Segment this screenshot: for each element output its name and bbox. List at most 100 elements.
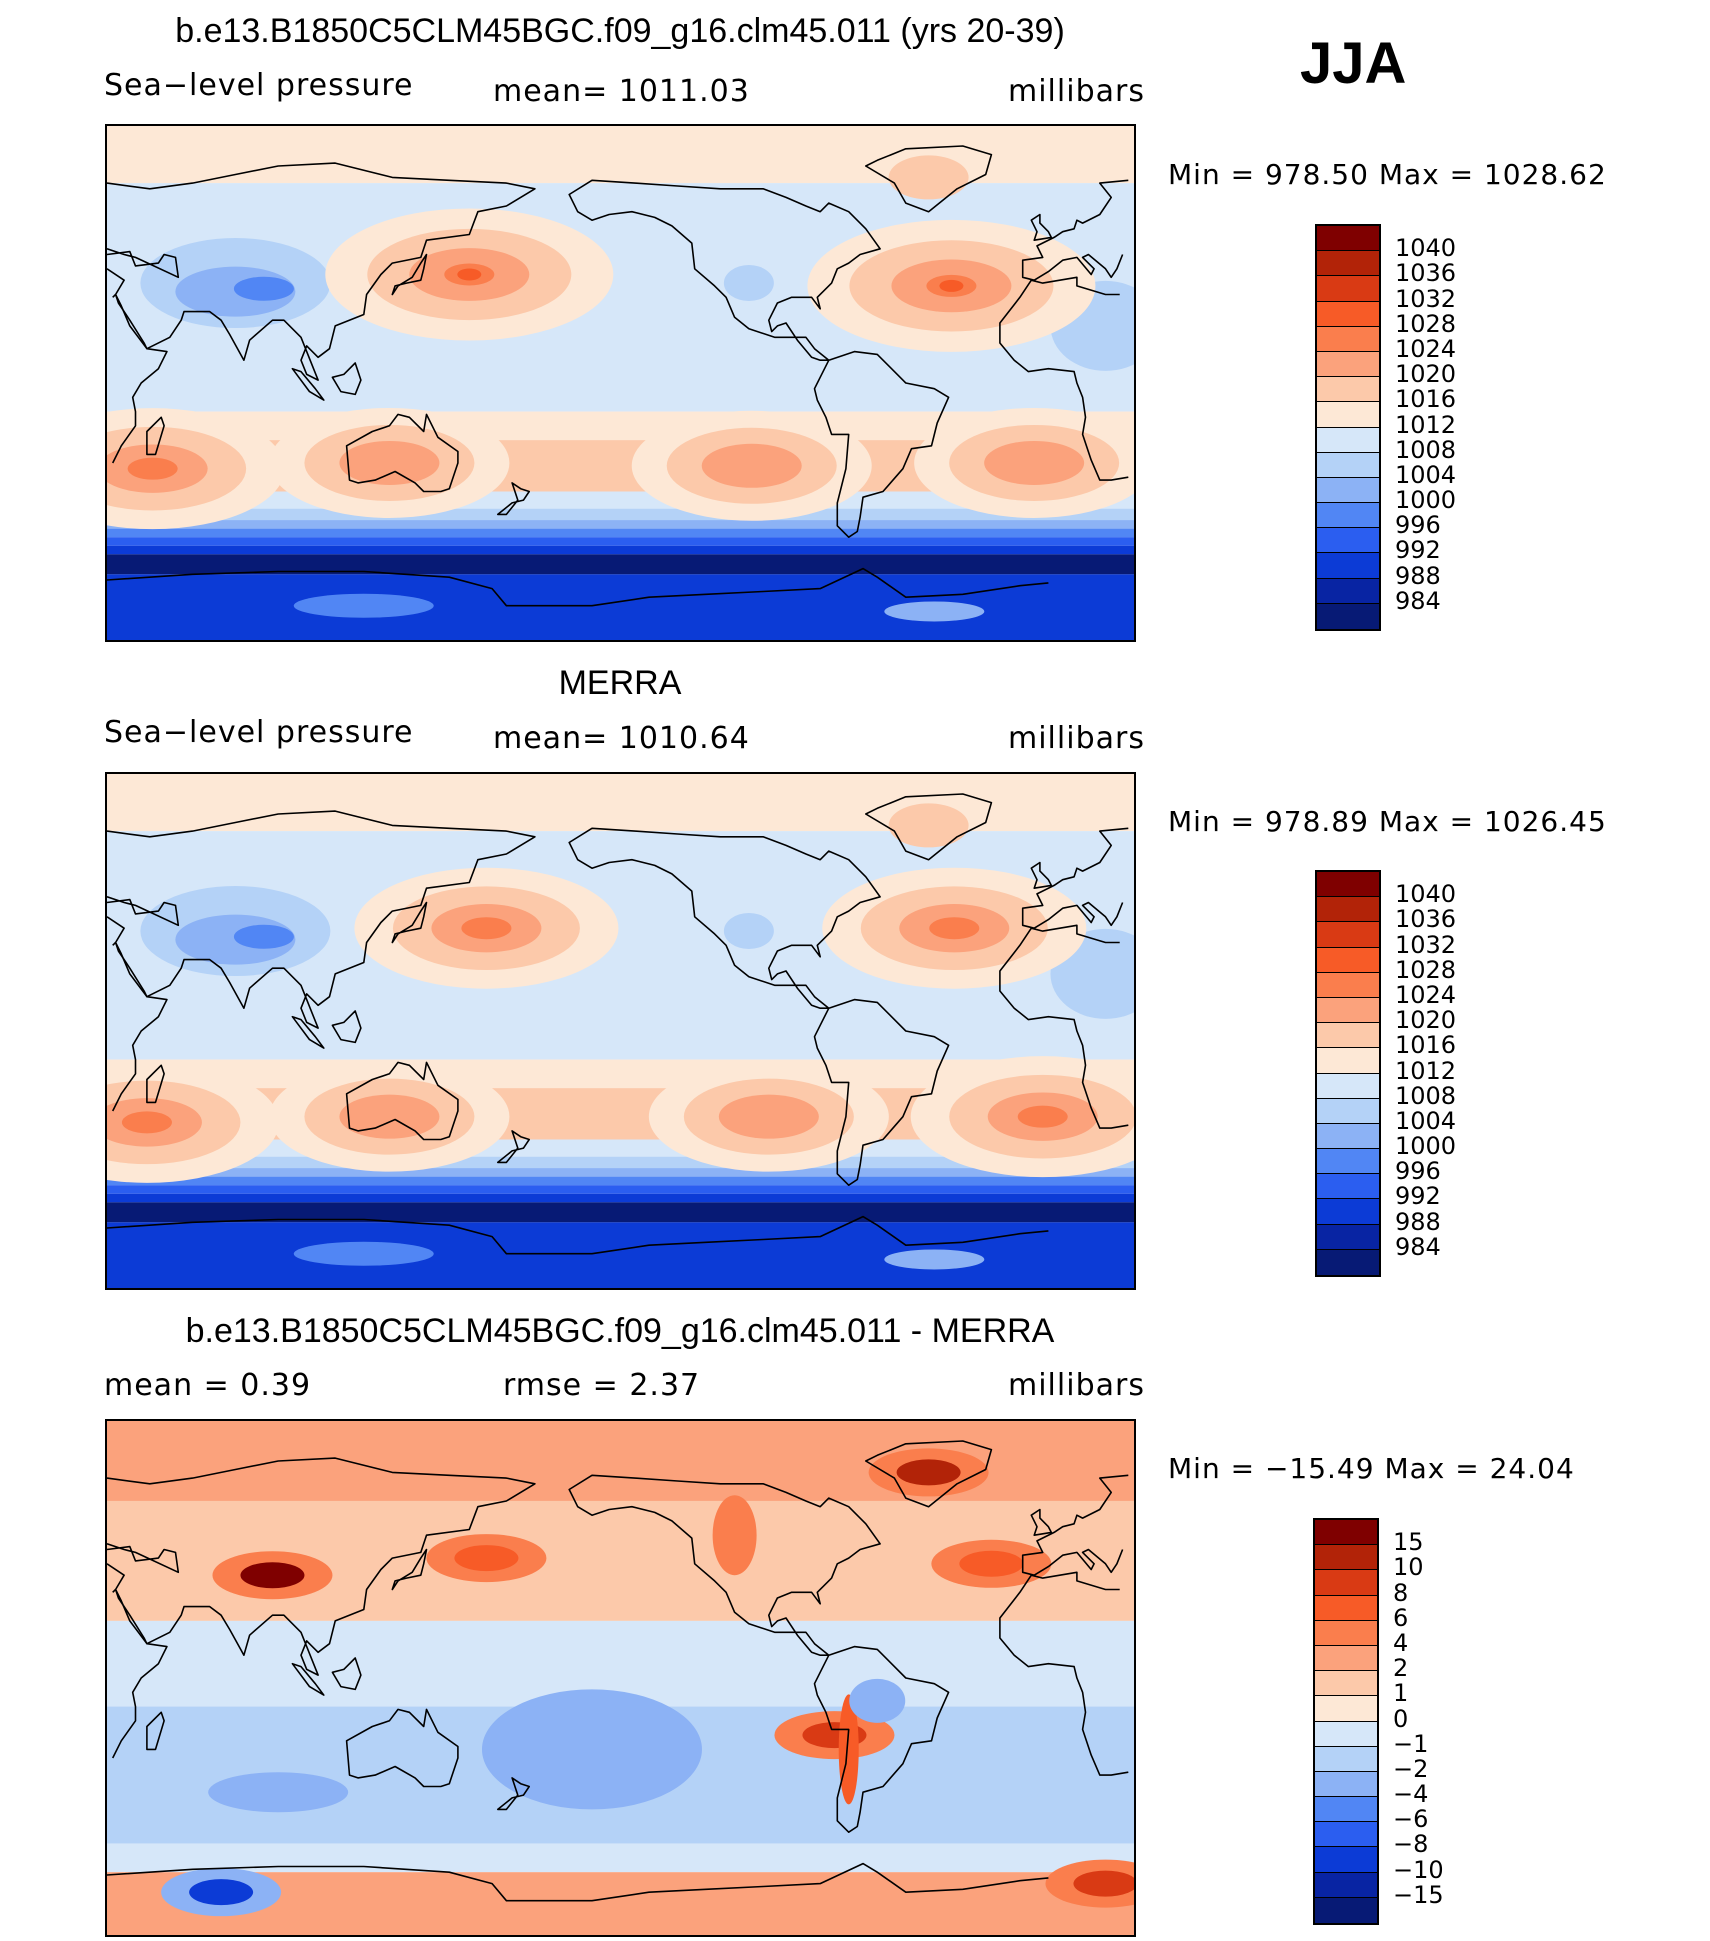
colorbar-label: 1020: [1395, 360, 1457, 389]
coastline: [146, 1711, 165, 1751]
diff-feature: [959, 1550, 1024, 1577]
high-inner: [701, 443, 802, 488]
diff-amazon: [849, 1678, 906, 1723]
colorbar-swatch: [1317, 528, 1379, 554]
panel-2-mean: mean= 1010.64: [493, 721, 750, 756]
colorbar-swatch: [1317, 1098, 1379, 1124]
antarctic-plateau: [293, 1241, 434, 1266]
colorbar-label: 1032: [1395, 930, 1457, 959]
colorbar-label: −6: [1393, 1805, 1429, 1834]
colorbar-swatch: [1317, 251, 1379, 277]
colorbar-swatch: [1317, 276, 1379, 302]
colorbar-label: 1024: [1395, 980, 1457, 1009]
coastline: [1030, 213, 1053, 241]
colorbar-label: 1: [1393, 1679, 1409, 1708]
antarctic-plateau: [293, 593, 434, 618]
colorbar-label: −2: [1393, 1754, 1429, 1783]
panel-3-units: millibars: [1008, 1368, 1145, 1403]
band-48: [107, 508, 1134, 521]
panel-3-mean: mean = 0.39: [104, 1368, 312, 1403]
colorbar-swatch: [1317, 997, 1379, 1024]
colorbar-swatch: [1315, 1746, 1377, 1772]
colorbar-swatch: [1317, 427, 1379, 453]
coastline: [1021, 179, 1129, 281]
colorbar-swatch: [1317, 947, 1379, 973]
season-label: JJA: [1300, 31, 1407, 96]
coastline: [107, 1543, 180, 1574]
high-center: [939, 279, 964, 292]
panel-2-minmax: Min = 978.89 Max = 1026.45: [1168, 805, 1607, 838]
colorbar-swatch: [1317, 1249, 1379, 1275]
coastline: [291, 367, 325, 401]
colorbar-swatch: [1317, 301, 1379, 327]
high-core: [127, 457, 178, 480]
colorbar-label: 988: [1395, 1207, 1441, 1236]
panel-2-units: millibars: [1008, 721, 1145, 756]
coastline: [107, 896, 180, 927]
colorbar-label: 1008: [1395, 435, 1457, 464]
colorbar-label: 1012: [1395, 1056, 1457, 1085]
coastline: [107, 810, 536, 1029]
coastline: [345, 413, 459, 493]
coastline: [865, 1440, 993, 1508]
diff-trough: [107, 1843, 1134, 1873]
colorbar-label: 1024: [1395, 334, 1457, 363]
diff-sp-negative: [481, 1689, 702, 1810]
colorbar-swatch: [1317, 326, 1379, 352]
colorbar-label: 1028: [1395, 955, 1457, 984]
coastline: [391, 1548, 428, 1591]
colorbar-label: 0: [1393, 1704, 1409, 1733]
panel-1-minmax: Min = 978.50 Max = 1028.62: [1168, 158, 1607, 191]
antarctic-plateau-2: [884, 601, 985, 622]
panel-3-title: b.e13.B1850C5CLM45BGC.f09_g16.clm45.011 …: [185, 1312, 1055, 1350]
colorbar-swatch: [1315, 1771, 1377, 1798]
colorbar-swatch: [1317, 872, 1379, 898]
coastline: [146, 1064, 165, 1104]
high-core: [929, 917, 980, 940]
diff-nh-high: [107, 1500, 1134, 1550]
colorbar-label: 10: [1393, 1553, 1424, 1582]
diff-feature: [189, 1879, 254, 1906]
coastline: [1021, 827, 1129, 929]
coastline: [111, 294, 168, 464]
coastline: [391, 253, 428, 296]
panel-1-colorbar: [1315, 224, 1381, 631]
colorbar-label: 1040: [1395, 880, 1457, 909]
coastline: [1030, 861, 1053, 889]
colorbar-swatch: [1317, 351, 1379, 378]
colorbar-label: 1028: [1395, 309, 1457, 338]
coastline: [111, 942, 168, 1112]
coastline: [291, 1015, 325, 1049]
na-thermal-low: [723, 913, 774, 950]
colorbar-swatch: [1315, 1721, 1377, 1747]
band-trough: [107, 554, 1134, 575]
panel-1-units: millibars: [1008, 74, 1145, 109]
colorbar-swatch: [1317, 377, 1379, 403]
band-54: [107, 528, 1134, 538]
colorbar-swatch: [1317, 226, 1379, 252]
panel-1-title: b.e13.B1850C5CLM45BGC.f09_g16.clm45.011 …: [175, 12, 1065, 50]
band-48: [107, 1156, 1134, 1169]
panel-3-rmse: rmse = 2.37: [503, 1368, 701, 1403]
high-inner: [339, 440, 440, 485]
colorbar-label: 996: [1395, 1157, 1441, 1186]
colorbar-swatch: [1317, 1224, 1379, 1250]
colorbar-label: 6: [1393, 1603, 1409, 1632]
colorbar-swatch: [1315, 1822, 1377, 1848]
colorbar-label: 1036: [1395, 905, 1457, 934]
greenland-high: [888, 803, 969, 848]
colorbar-label: 988: [1395, 561, 1441, 590]
panel-1-mean: mean= 1011.03: [493, 74, 750, 109]
diff-feature: [240, 1562, 305, 1589]
colorbar-label: 992: [1395, 536, 1441, 565]
colorbar-swatch: [1317, 603, 1379, 629]
coastline: [391, 901, 428, 944]
coastline: [107, 1457, 536, 1676]
diff-feature: [454, 1545, 519, 1572]
band-antarctica: [107, 1222, 1134, 1288]
coastline: [107, 162, 536, 381]
colorbar-label: −4: [1393, 1780, 1429, 1809]
coastline: [107, 1215, 1049, 1255]
diff-andes: [838, 1694, 859, 1805]
colorbar-label: 1008: [1395, 1081, 1457, 1110]
